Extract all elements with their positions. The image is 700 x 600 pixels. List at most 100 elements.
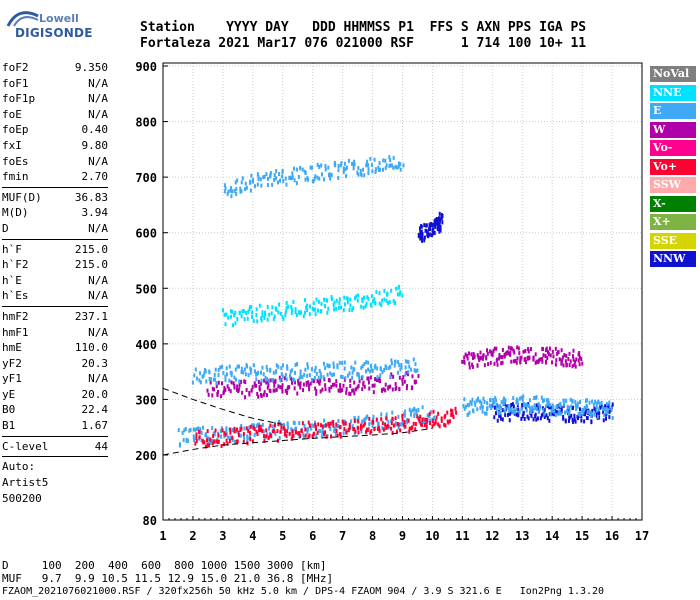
echo-point [386,291,389,296]
echo-point [211,438,214,443]
legend-item: NNW [650,251,696,267]
echo-point [463,406,466,411]
echo-point [560,348,563,353]
echo-point [512,404,515,409]
echo-point [483,363,486,368]
echo-point [285,182,288,187]
echo-point [236,178,239,183]
echo-point [597,399,600,404]
echo-point [574,403,577,408]
echo-point [438,211,441,216]
echo-point [576,404,579,409]
echo-point [229,370,232,375]
echo-point [404,365,407,370]
logo-arc-icon [6,11,39,27]
echo-point [245,185,248,190]
echo-point [407,360,410,365]
echo-point [312,179,315,184]
echo-point [498,356,501,361]
echo-point [391,387,394,392]
echo-point [283,376,286,381]
echo-point [349,392,352,397]
echo-point [361,387,364,392]
param-name: h`F2 [2,258,29,272]
echo-point [432,409,435,414]
echo-point [510,359,513,364]
param-name: B1 [2,419,16,433]
echo-point [505,350,508,355]
echo-point [253,184,256,189]
echo-point [510,403,513,408]
echo-point [323,297,326,302]
echo-point [390,163,393,168]
echo-point [241,390,244,395]
echo-point [342,308,345,313]
echo-point [318,428,321,433]
echo-point [224,374,227,379]
echo-point [259,428,262,433]
echo-point [285,306,288,311]
echo-point [266,183,269,188]
echo-point [608,401,611,406]
echo-point [307,420,310,425]
echo-point [256,432,259,437]
echo-point [317,299,320,304]
echo-point [291,175,294,180]
echo-point [395,422,398,427]
echo-point [400,365,403,370]
echo-point [333,300,336,305]
echo-point [392,423,395,428]
echo-point [262,372,265,377]
echo-point [598,415,601,420]
echo-point [265,364,268,369]
echo-point [204,432,207,437]
echo-point [271,377,274,382]
echo-point [466,356,469,361]
echo-point [367,380,370,385]
echo-point [474,402,477,407]
echo-point [273,429,276,434]
echo-point [338,360,341,365]
x-tick-label: 5 [279,529,286,543]
echo-point [320,309,323,314]
echo-point [425,424,428,429]
echo-point [515,412,518,417]
echo-point [572,405,575,410]
echo-point [495,346,498,351]
echo-point [401,377,404,382]
echo-point [399,422,402,427]
echo-point [574,419,577,424]
echo-point [241,176,244,181]
echo-point [300,429,303,434]
echo-point [440,416,443,421]
echo-point [255,383,258,388]
echo-point [551,360,554,365]
echo-point [411,374,414,379]
echo-point [289,373,292,378]
echo-point [362,382,365,387]
echo-point [542,408,545,413]
echo-point [279,178,282,183]
param-value: 215.0 [74,242,108,256]
param-value: N/A [88,273,108,287]
echo-point [350,365,353,370]
echo-point [290,305,293,310]
echo-point [328,378,331,383]
echo-point [363,384,366,389]
echo-point [391,410,394,415]
echo-point [270,433,273,438]
echo-point [382,158,385,163]
echo-point [580,357,583,362]
echo-point [573,417,576,422]
echo-point [427,233,430,238]
echo-point [247,309,250,314]
echo-point [378,291,381,296]
echo-point [286,421,289,426]
echo-point [553,409,556,414]
echo-point [273,177,276,182]
echo-point [421,238,424,243]
param-row: hmF2 237.1 [2,309,108,325]
echo-point [511,402,514,407]
echo-point [357,383,360,388]
echo-point [294,429,297,434]
